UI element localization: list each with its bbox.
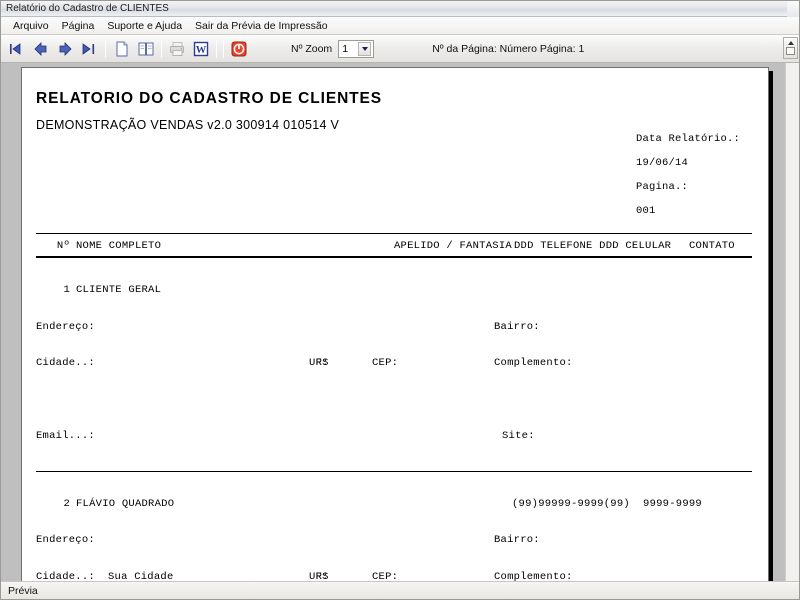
report-page-label: Pagina.: — [635, 181, 688, 193]
window-title: Relatório do Cadastro de CLIENTES — [6, 2, 169, 14]
statusbar: Prévia — [1, 581, 799, 599]
record-name: CLIENTE GERAL — [76, 284, 162, 296]
menu-item-sair-previa[interactable]: Sair da Prévia de Impressão — [195, 19, 328, 32]
record-num: 2 — [63, 497, 70, 510]
col-header-nickname: APELIDO / FANTASIA — [394, 240, 512, 252]
report-meta: Data Relatório.: 19/06/14 Pagina.: 001 — [558, 121, 754, 229]
last-page-button[interactable] — [78, 38, 100, 60]
next-page-icon — [59, 41, 72, 56]
label-complemento: Complemento: — [494, 357, 573, 369]
canvas-left-margin — [1, 63, 21, 581]
record-phones: (99)99999-9999(99) 9999-9999 — [512, 497, 702, 510]
label-cep: CEP: — [372, 570, 399, 582]
col-header-num: Nº — [56, 240, 70, 252]
print-button[interactable] — [166, 38, 188, 60]
window-titlebar: Relatório do Cadastro de CLIENTES — [1, 1, 799, 17]
menu-item-pagina[interactable]: Página — [61, 19, 95, 32]
exit-button[interactable] — [228, 38, 250, 60]
record-cidade: Sua Cidade — [108, 570, 174, 582]
col-header-name: NOME COMPLETO — [76, 240, 162, 252]
table-row: 2 FLÁVIO QUADRADO (99)99999-9999(99) 9999-… — [34, 474, 754, 582]
toolbar-separator-3 — [216, 39, 217, 58]
menu-item-suporte-ajuda[interactable]: Suporte e Ajuda — [107, 19, 183, 32]
toolbar-separator-4 — [223, 39, 224, 58]
svg-text:W: W — [196, 45, 207, 56]
previous-page-icon — [34, 41, 47, 56]
exit-icon — [231, 41, 247, 56]
previous-page-button[interactable] — [30, 38, 52, 60]
label-cep: CEP: — [372, 357, 399, 369]
toolbar-scroll-up-button[interactable] — [783, 37, 798, 59]
first-page-icon — [10, 42, 21, 55]
zoom-label: Nº Zoom — [291, 42, 333, 55]
last-page-icon — [82, 42, 95, 55]
col-header-contact: CONTATO — [689, 240, 735, 252]
titlebar-right-filler — [787, 1, 799, 17]
report-date-label: Data Relatório.: — [635, 133, 740, 145]
zoom-value: 1 — [342, 42, 349, 55]
scroll-up-arrow-icon — [787, 41, 794, 45]
preview-canvas: RELATORIO DO CADASTRO DE CLIENTES DEMONS… — [1, 63, 799, 581]
toolbar: W Nº Zoom 1 Nº da Página: Número Página:… — [1, 35, 799, 63]
report-page: RELATORIO DO CADASTRO DE CLIENTES DEMONS… — [21, 67, 769, 581]
rule-under-headers — [36, 256, 752, 258]
label-uf: UF: RS — [309, 357, 329, 369]
report-subtitle-row: DEMONSTRAÇÃO VENDAS v2.0 300914 010514 V… — [34, 118, 754, 229]
two-page-button[interactable] — [135, 38, 157, 60]
zoom-select[interactable]: 1 — [338, 39, 375, 58]
rule-under-subtitle — [36, 233, 752, 234]
page-number-label: Nº da Página: Número Página: 1 — [432, 42, 585, 55]
label-complemento: Complemento: — [494, 570, 573, 582]
label-cidade: Cidade..: — [36, 357, 95, 369]
report-title: RELATORIO DO CADASTRO DE CLIENTES — [36, 90, 383, 107]
report-page-value: 001 — [635, 205, 656, 217]
single-page-icon — [116, 41, 128, 56]
single-page-button[interactable] — [111, 38, 133, 60]
next-page-button[interactable] — [54, 38, 76, 60]
rule-record-1 — [36, 470, 752, 472]
toolbar-separator-2 — [161, 39, 162, 58]
label-uf: UF: RS — [309, 570, 329, 582]
first-page-button[interactable] — [6, 38, 28, 60]
report-column-headers: Nº NOME COMPLETO APELIDO / FANTASIA DDD … — [34, 240, 754, 253]
menu-item-arquivo[interactable]: Arquivo — [13, 19, 49, 32]
label-bairro: Bairro: — [494, 534, 540, 546]
table-row: 1 CLIENTE GERAL Endereço: Bairro: Cidade..… — [34, 260, 754, 467]
label-endereco: Endereço: — [36, 320, 95, 333]
toolbar-separator-1 — [105, 39, 106, 58]
status-text: Prévia — [8, 584, 38, 597]
preview-vertical-scrollbar[interactable] — [785, 63, 799, 581]
record-uf: RS — [315, 357, 329, 369]
label-bairro: Bairro: — [494, 320, 540, 333]
report-subtitle: DEMONSTRAÇÃO VENDAS v2.0 300914 010514 V — [36, 118, 340, 132]
two-page-icon — [138, 42, 154, 55]
report-date-value: 19/06/14 — [635, 157, 688, 169]
chevron-down-icon[interactable] — [358, 41, 372, 56]
label-email: Email...: — [36, 430, 95, 442]
record-num: 1 — [63, 284, 70, 296]
label-endereco: Endereço: — [36, 534, 95, 546]
record-uf: RS — [315, 570, 329, 582]
scrollbar-track[interactable] — [786, 63, 799, 581]
record-name: FLÁVIO QUADRADO — [76, 497, 175, 510]
print-icon — [169, 41, 184, 56]
label-cidade: Cidade..: — [36, 570, 95, 582]
menubar: Arquivo Página Suporte e Ajuda Sair da P… — [1, 17, 799, 35]
word-export-icon: W — [193, 41, 209, 56]
scroll-thumb-icon — [786, 47, 795, 55]
label-site: Site: — [502, 430, 535, 442]
col-header-phone: DDD TELEFONE DDD CELULAR — [514, 240, 672, 252]
word-export-button[interactable]: W — [190, 38, 212, 60]
